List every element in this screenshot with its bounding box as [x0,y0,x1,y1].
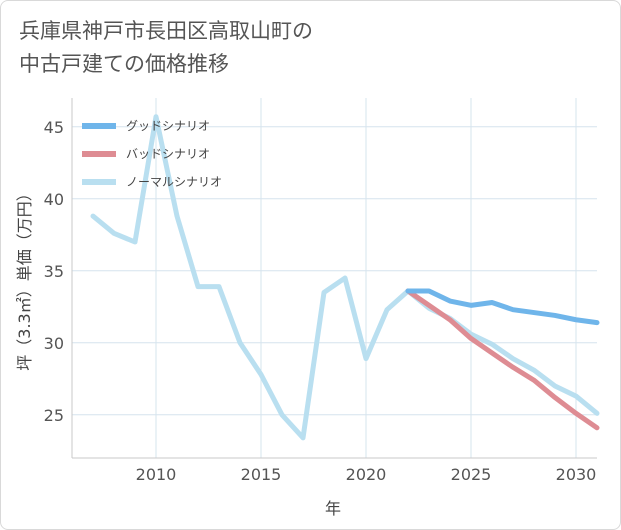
series-line-2 [90,114,600,441]
y-tick-label: 30 [44,334,64,353]
axes: 2010 2015 2020 2025 2030 25 30 35 40 45 [44,98,597,484]
title-line-1: 兵庫県神戸市長田区高取山町の [19,19,313,43]
x-tick-label: 2030 [556,465,597,484]
legend-label: ノーマルシナリオ [126,175,222,189]
y-tick-label: 35 [44,262,64,281]
plot-area [72,98,597,458]
x-tick-label: 2025 [451,465,492,484]
series-line-0 [405,288,600,326]
grid [72,98,597,458]
y-axis-title: 坪（3.3㎡）単価（万円） [15,185,34,370]
y-tick-label: 40 [44,190,64,209]
chart-title: 兵庫県神戸市長田区高取山町の 中古戸建ての価格推移 [19,15,439,81]
y-tick-label: 25 [44,406,64,425]
series-line-1 [405,288,600,431]
legend-label: グッドシナリオ [126,119,210,133]
title-line-2: 中古戸建ての価格推移 [19,52,229,76]
series-lines [90,114,600,441]
x-tick-label: 2010 [136,465,177,484]
x-tick-label: 2015 [241,465,282,484]
x-axis-title: 年 [325,499,341,518]
y-tick-label: 45 [44,118,64,137]
legend-label: バッドシナリオ [126,147,210,161]
x-tick-label: 2020 [346,465,387,484]
